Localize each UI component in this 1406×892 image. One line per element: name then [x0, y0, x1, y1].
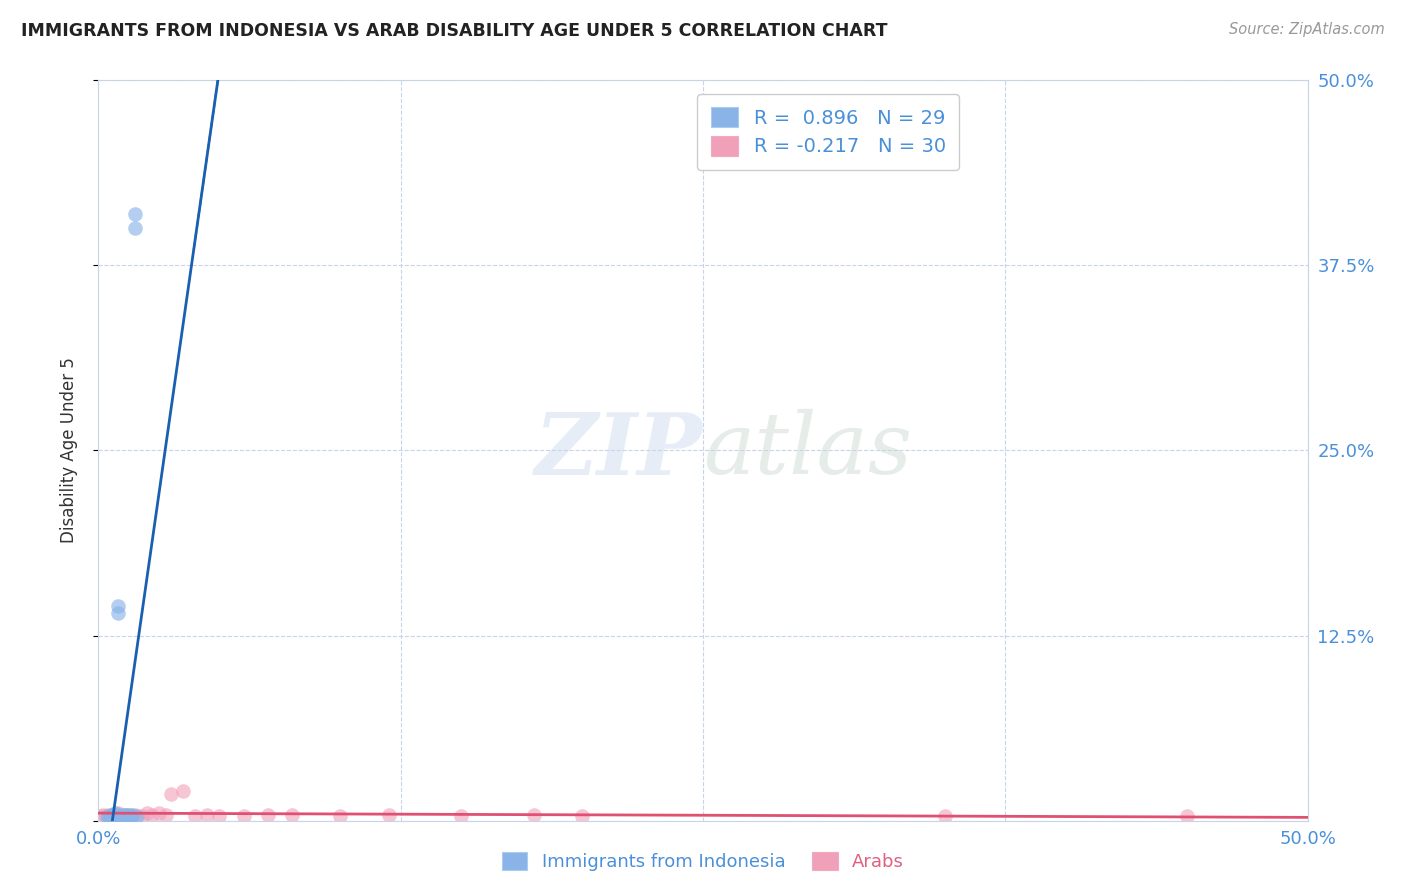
- Point: [117, 807, 139, 822]
- Point: [100, 809, 122, 823]
- Point: [523, 807, 546, 822]
- Point: [934, 809, 956, 823]
- Point: [256, 807, 278, 822]
- Point: [108, 807, 131, 822]
- Point: [100, 809, 122, 823]
- Point: [111, 809, 134, 823]
- Text: ZIP: ZIP: [536, 409, 703, 492]
- Point: [100, 811, 122, 825]
- Point: [91, 807, 114, 822]
- Point: [101, 807, 124, 822]
- Point: [571, 809, 593, 823]
- Point: [107, 809, 129, 823]
- Point: [101, 807, 124, 822]
- Point: [111, 807, 134, 822]
- Point: [155, 807, 177, 822]
- Point: [104, 806, 127, 821]
- Point: [101, 811, 124, 825]
- Point: [141, 807, 163, 822]
- Point: [108, 809, 131, 823]
- Point: [97, 811, 120, 825]
- Point: [121, 809, 143, 823]
- Point: [127, 809, 149, 823]
- Point: [107, 599, 129, 613]
- Point: [135, 806, 157, 821]
- Point: [114, 807, 136, 822]
- Legend: Immigrants from Indonesia, Arabs: Immigrants from Indonesia, Arabs: [495, 846, 911, 879]
- Point: [232, 809, 254, 823]
- Point: [1175, 809, 1198, 823]
- Point: [117, 809, 139, 823]
- Point: [131, 809, 153, 823]
- Point: [100, 807, 122, 822]
- Point: [208, 809, 231, 823]
- Point: [117, 807, 139, 822]
- Point: [160, 787, 183, 801]
- Point: [124, 206, 146, 220]
- Point: [114, 809, 136, 823]
- Point: [184, 809, 207, 823]
- Point: [124, 221, 146, 235]
- Text: IMMIGRANTS FROM INDONESIA VS ARAB DISABILITY AGE UNDER 5 CORRELATION CHART: IMMIGRANTS FROM INDONESIA VS ARAB DISABI…: [21, 22, 887, 40]
- Point: [377, 807, 399, 822]
- Point: [118, 807, 141, 822]
- Point: [450, 809, 472, 823]
- Point: [107, 607, 129, 621]
- Point: [94, 809, 117, 823]
- Point: [90, 809, 112, 823]
- Point: [101, 809, 124, 823]
- Point: [172, 784, 194, 798]
- Point: [281, 807, 304, 822]
- Point: [118, 809, 141, 823]
- Point: [107, 806, 129, 821]
- Point: [124, 807, 146, 822]
- Point: [148, 806, 170, 821]
- Text: Source: ZipAtlas.com: Source: ZipAtlas.com: [1229, 22, 1385, 37]
- Point: [97, 809, 120, 823]
- Legend: R =  0.896   N = 29, R = -0.217   N = 30: R = 0.896 N = 29, R = -0.217 N = 30: [697, 94, 959, 169]
- Point: [329, 809, 352, 823]
- Text: atlas: atlas: [703, 409, 912, 491]
- Y-axis label: Disability Age Under 5: Disability Age Under 5: [59, 358, 77, 543]
- Point: [97, 807, 120, 822]
- Point: [104, 807, 127, 822]
- Point: [111, 809, 134, 823]
- Point: [121, 807, 143, 822]
- Point: [195, 807, 218, 822]
- Point: [104, 809, 127, 823]
